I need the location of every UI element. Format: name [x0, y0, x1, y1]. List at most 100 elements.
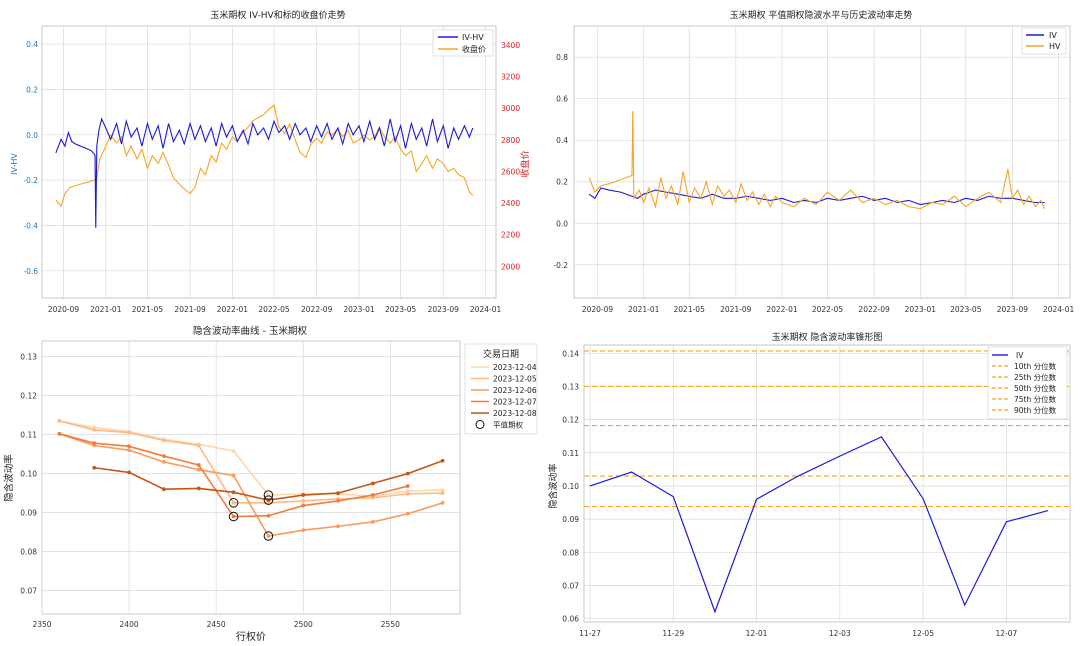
y-axis-label: 隐含波动率	[3, 454, 15, 502]
curve-point	[162, 438, 166, 443]
x-tick-label: 11-29	[662, 629, 684, 638]
y-tick-label: 0.07	[20, 587, 37, 596]
curve-line	[59, 420, 443, 504]
y-tick-label: 0.4	[556, 136, 568, 145]
curve-point	[405, 491, 410, 496]
legend-label: 2023-12-07	[493, 398, 537, 407]
curve-point	[162, 487, 166, 492]
x-tick-label: 2022-01	[766, 305, 798, 314]
legend-atm-marker	[475, 420, 485, 429]
y2-tick-label: 2800	[501, 136, 520, 145]
x-tick-label: 2023-01	[343, 305, 375, 314]
curve-point	[371, 493, 375, 497]
y-tick-label: 0.0	[556, 219, 568, 228]
y-tick-label: 0.09	[562, 515, 579, 524]
curve-point	[231, 473, 236, 478]
curve-point	[57, 419, 62, 423]
x-tick-label: 2400	[120, 620, 139, 629]
curve-point	[231, 490, 236, 495]
y2-tick-label: 2200	[501, 231, 520, 240]
x-tick-label: 2021-01	[628, 305, 660, 314]
curve-point	[162, 460, 166, 464]
iv-line	[588, 187, 1045, 206]
y2-tick-label: 2000	[501, 262, 520, 271]
y-tick-label: 0.6	[556, 95, 568, 104]
x-tick-label: 2022-01	[217, 305, 249, 314]
y-tick-label: 0.06	[562, 615, 579, 624]
x-tick-label: 2500	[294, 620, 313, 629]
curve-point	[127, 448, 131, 453]
curve-point	[371, 495, 375, 500]
curve-point	[196, 467, 201, 472]
curve-point	[336, 499, 340, 503]
y-tick-label: 0.0	[26, 131, 38, 140]
x-tick-label: 12-07	[995, 629, 1017, 638]
y-tick-label: 0.13	[20, 353, 37, 362]
curve-point	[196, 463, 201, 467]
x-tick-label: 2022-05	[258, 305, 290, 314]
curve-point	[92, 441, 97, 446]
plot-frame	[573, 25, 1071, 299]
curve-point	[266, 534, 271, 538]
curve-point	[266, 500, 271, 505]
curve-point	[162, 454, 166, 458]
curve-point	[301, 499, 306, 503]
y2-tick-label: 3000	[501, 104, 520, 113]
iv-hv-line	[55, 117, 474, 228]
x-tick-label: 12-03	[829, 629, 851, 638]
y-tick-label: 0.08	[20, 548, 37, 557]
y-tick-label: 0.12	[20, 392, 37, 401]
y-tick-label: 0.12	[562, 416, 579, 425]
x-tick-label: 2021-05	[132, 305, 164, 314]
curve-point	[371, 520, 375, 524]
y-tick-label: 0.10	[20, 470, 37, 479]
x-tick-label: 2022-05	[812, 305, 844, 314]
curve-point	[57, 431, 62, 436]
chart-title: 玉米期权 平值期权隐波水平与历史波动率走势	[730, 9, 913, 21]
curve-point	[440, 500, 445, 505]
x-tick-labels: 2020-09 2021-01 2021-05 2021-09 2022-01 2022-…	[582, 305, 1075, 314]
x-tick-label: 2021-09	[720, 305, 752, 314]
x-tick-label: 2450	[207, 620, 226, 629]
y-tick-label: 0.09	[20, 509, 37, 518]
legend-box	[1021, 27, 1067, 55]
legend-label-iv: IV	[1049, 31, 1057, 40]
curve-point	[301, 528, 306, 533]
x-tick-label: 2020-09	[48, 305, 80, 314]
y2-axis-label: 收盘价	[519, 150, 531, 177]
y-tick-label: -0.6	[23, 267, 38, 276]
chart-title: 隐含波动率曲线 - 玉米期权	[193, 325, 307, 337]
curve-line	[59, 420, 443, 498]
curve-point	[127, 470, 131, 475]
x-tick-label: 2550	[381, 620, 400, 629]
legend-box	[987, 346, 1068, 420]
y-tick-label: 0.2	[26, 85, 38, 94]
legend-label: 10th 分位数	[1014, 361, 1057, 371]
legend-label: 2023-12-04	[493, 363, 537, 372]
curve-line	[59, 433, 443, 537]
grid-lines	[41, 341, 460, 614]
x-tick-label: 11-27	[579, 629, 601, 638]
iv-line	[589, 436, 1049, 614]
legend-box	[464, 343, 538, 435]
y-tick-label: 0.08	[562, 548, 579, 557]
atm-marker	[263, 495, 274, 505]
x-tick-label: 2022-09	[858, 305, 890, 314]
series-lines	[57, 419, 445, 541]
iv-cone-chart: 玉米期权 隐含波动率锥形图 11-27 11-29 12-01 12-03 12-05 1…	[547, 331, 1071, 638]
x-tick-labels: 2350 2400 2450 2500 2550	[32, 620, 400, 629]
y-axis-label: IV-HV	[10, 153, 19, 175]
y2-tick-label: 3400	[501, 41, 520, 50]
y-tick-label: 0.14	[562, 349, 579, 358]
close-price-line	[55, 104, 474, 208]
legend: 交易日期 2023-12-04 2023-12-05 2023-12-06 2023-…	[464, 343, 538, 435]
curve-point	[92, 465, 97, 470]
y-tick-label: 0.11	[20, 431, 37, 440]
iv-hv-trend-chart: 玉米期权 平值期权隐波水平与历史波动率走势 2020-09 2021-01 2021…	[553, 9, 1074, 314]
y-tick-label: -0.4	[23, 221, 38, 230]
atm-marker	[263, 531, 274, 541]
plot-frame	[41, 340, 461, 615]
x-tick-label: 2023-01	[905, 305, 937, 314]
y-tick-labels: 0.06 0.07 0.08 0.09 0.10 0.11 0.12 0.13 0.14	[562, 349, 579, 623]
